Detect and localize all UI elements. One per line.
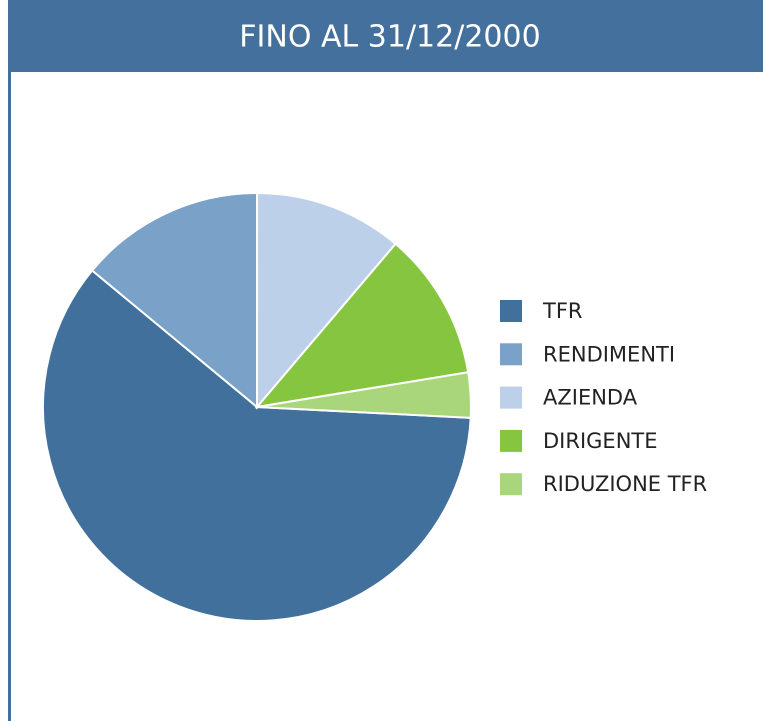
left-border [8, 0, 11, 721]
legend-label: AZIENDA [543, 386, 638, 410]
legend-label: RIDUZIONE TFR [543, 472, 707, 496]
pie-slice [90, 191, 259, 410]
legend-swatch [500, 300, 522, 322]
legend-swatch [500, 386, 522, 409]
legend-label: TFR [542, 299, 583, 323]
legend-swatch [500, 473, 522, 496]
chart-title: FINO AL 31/12/2000 [239, 20, 540, 55]
pie-slice [255, 191, 397, 410]
legend-label: DIRIGENTE [543, 429, 658, 453]
pie-slice [42, 269, 472, 622]
pie-slice [256, 371, 472, 419]
legend-swatch [500, 429, 522, 452]
legend-label: RENDIMENTI [543, 342, 675, 366]
pie-slice [254, 242, 470, 409]
header-bar [9, 0, 763, 72]
legend-swatch [500, 343, 522, 366]
